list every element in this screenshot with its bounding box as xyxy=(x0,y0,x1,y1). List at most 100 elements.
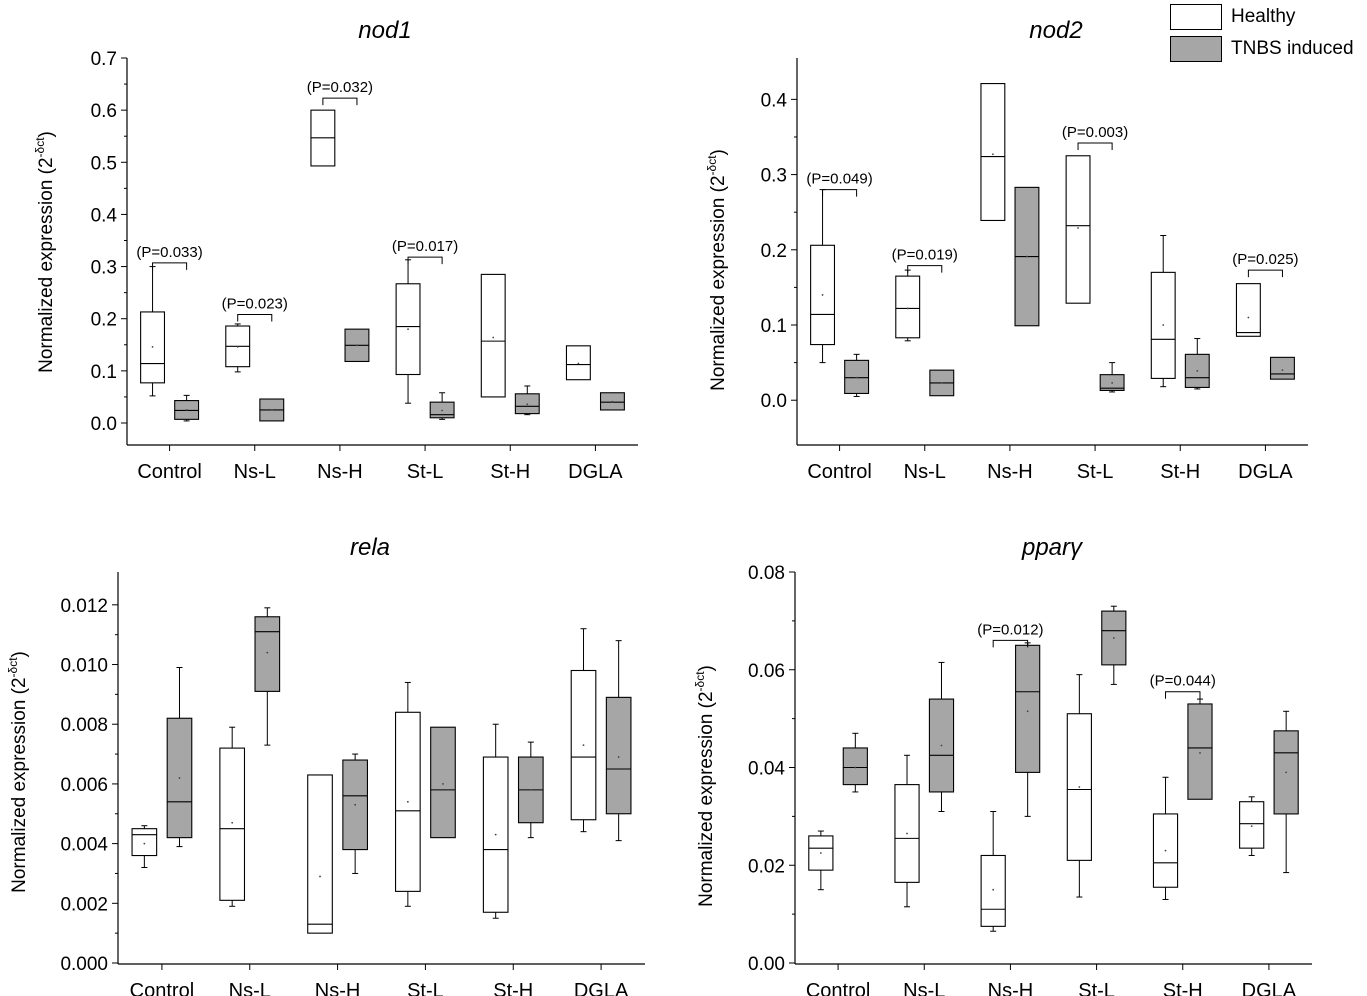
x-tick-label-ns-l: Ns-L xyxy=(904,461,946,483)
box-tnbs-induced-ns-h xyxy=(1015,642,1041,817)
box-mean xyxy=(143,842,146,845)
y-axis-label-sup: -δct xyxy=(693,671,707,692)
chart-title: nod1 xyxy=(358,17,411,44)
box-iqr xyxy=(307,774,333,934)
box-mean xyxy=(991,153,994,156)
x-tick-label-st-h: St-H xyxy=(1163,980,1203,996)
box-tnbs-induced-ns-l xyxy=(254,607,281,746)
box-tnbs-induced-control xyxy=(842,732,868,793)
box-mean xyxy=(611,400,614,403)
box-iqr xyxy=(605,696,632,815)
box-tnbs-induced-dgla xyxy=(605,640,632,842)
box-healthy-ns-h xyxy=(980,810,1006,932)
box-iqr xyxy=(131,828,158,857)
box-mean xyxy=(582,744,585,747)
significance-control: (P=0.049) xyxy=(806,171,873,197)
box-mean xyxy=(151,345,154,348)
significance-label: (P=0.033) xyxy=(136,244,202,261)
box-mean xyxy=(992,888,995,891)
box-healthy-ns-l xyxy=(219,726,246,907)
box-mean xyxy=(1026,710,1029,713)
box-healthy-ns-h xyxy=(310,109,336,167)
y-tick-label: 0.000 xyxy=(60,954,108,975)
x-tick-label-ns-h: Ns-H xyxy=(988,980,1034,996)
box-tnbs-induced-control xyxy=(166,667,193,848)
box-mean xyxy=(178,777,181,779)
box-tnbs-induced-dgla xyxy=(1269,356,1295,380)
box-iqr xyxy=(1239,801,1265,849)
legend-label-tnbs-induced: TNBS induced xyxy=(1231,38,1354,59)
box-mean xyxy=(406,800,409,803)
box-mean xyxy=(819,852,822,854)
box-iqr xyxy=(1235,283,1261,337)
significance-label: (P=0.017) xyxy=(392,238,458,255)
chart-nod1: nod1 0.0 0.1 0.2 0.3 0.4 0.5 0.6 0.7 Normalized e… xyxy=(33,17,638,483)
box-mean xyxy=(319,875,321,878)
y-axis-label-main: Normalized expression (2 xyxy=(696,691,717,906)
box-mean xyxy=(1112,637,1115,639)
box-tnbs-induced-st-h xyxy=(1187,698,1213,800)
significance-ns-h: (P=0.032) xyxy=(307,79,373,106)
y-tick-label: 0.010 xyxy=(60,656,108,677)
box-mean xyxy=(940,382,943,384)
box-iqr xyxy=(1065,155,1091,304)
box-iqr xyxy=(895,275,921,339)
y-axis-label: Normalized expression (2-δct) xyxy=(6,651,30,893)
x-tick-label-st-h: St-H xyxy=(1160,461,1200,483)
box-mean xyxy=(231,821,234,824)
box-tnbs-induced-ns-l xyxy=(929,369,955,397)
significance-ns-l: (P=0.019) xyxy=(892,247,958,273)
x-tick-label-control: Control xyxy=(137,461,201,483)
significance-bracket xyxy=(907,265,943,273)
x-tick-label-st-l: St-L xyxy=(1078,980,1115,996)
box-iqr xyxy=(980,83,1006,222)
box-iqr xyxy=(254,616,281,692)
box-tnbs-induced-st-l xyxy=(430,726,456,839)
box-tnbs-induced-st-l xyxy=(1099,362,1125,393)
box-mean xyxy=(1281,369,1284,372)
chart-title: rela xyxy=(350,534,390,561)
y-axis-label: Normalized expression (2-δct) xyxy=(705,149,729,391)
y-tick-label: 0.002 xyxy=(60,894,108,915)
x-tick-label-ns-l: Ns-L xyxy=(234,461,276,483)
y-tick-label: 0.0 xyxy=(91,414,117,435)
box-tnbs-induced-dgla xyxy=(1273,710,1299,874)
x-tick-label-control: Control xyxy=(130,980,194,996)
box-mean xyxy=(442,783,444,785)
box-iqr xyxy=(1269,356,1295,380)
box-mean xyxy=(492,336,495,339)
box-mean xyxy=(1247,316,1250,319)
box-healthy-st-h xyxy=(1150,235,1176,388)
y-tick-label: 0.012 xyxy=(60,596,108,617)
y-tick-label: 0.008 xyxy=(60,715,108,736)
y-tick-label: 0.2 xyxy=(91,310,117,331)
box-healthy-ns-l xyxy=(225,323,251,373)
y-axis-label-sup: -δct xyxy=(33,137,47,158)
box-healthy-control xyxy=(131,825,158,868)
y-axis-label-sup: -δct xyxy=(6,657,20,678)
x-tick-label-dgla: DGLA xyxy=(1238,461,1293,483)
box-healthy-dgla xyxy=(1239,796,1265,856)
y-tick-label: 0.3 xyxy=(761,166,787,187)
box-healthy-ns-l xyxy=(895,269,921,342)
x-tick-label-dgla: DGLA xyxy=(574,980,629,996)
y-tick-label: 0.4 xyxy=(91,205,118,226)
y-tick-label: 0.1 xyxy=(761,316,787,337)
x-tick-label-dgla: DGLA xyxy=(568,461,623,483)
significance-ns-h: (P=0.012) xyxy=(977,621,1044,648)
box-mean xyxy=(906,832,908,835)
x-tick-label-dgla: DGLA xyxy=(1242,980,1297,996)
box-healthy-st-l xyxy=(395,681,421,907)
box-mean xyxy=(354,803,357,806)
legend-swatch-healthy xyxy=(1170,4,1222,30)
box-mean xyxy=(1162,324,1165,326)
legend-label-healthy: Healthy xyxy=(1231,6,1296,27)
box-iqr xyxy=(1187,703,1213,800)
y-tick-label: 0.1 xyxy=(91,362,117,383)
box-healthy-dgla xyxy=(570,628,597,833)
significance-bracket xyxy=(1077,142,1113,150)
box-mean xyxy=(1078,786,1081,788)
y-axis-label-main: Normalized expression (2 xyxy=(36,157,57,372)
box-tnbs-induced-ns-h xyxy=(344,328,370,363)
significance-bracket xyxy=(822,189,858,197)
